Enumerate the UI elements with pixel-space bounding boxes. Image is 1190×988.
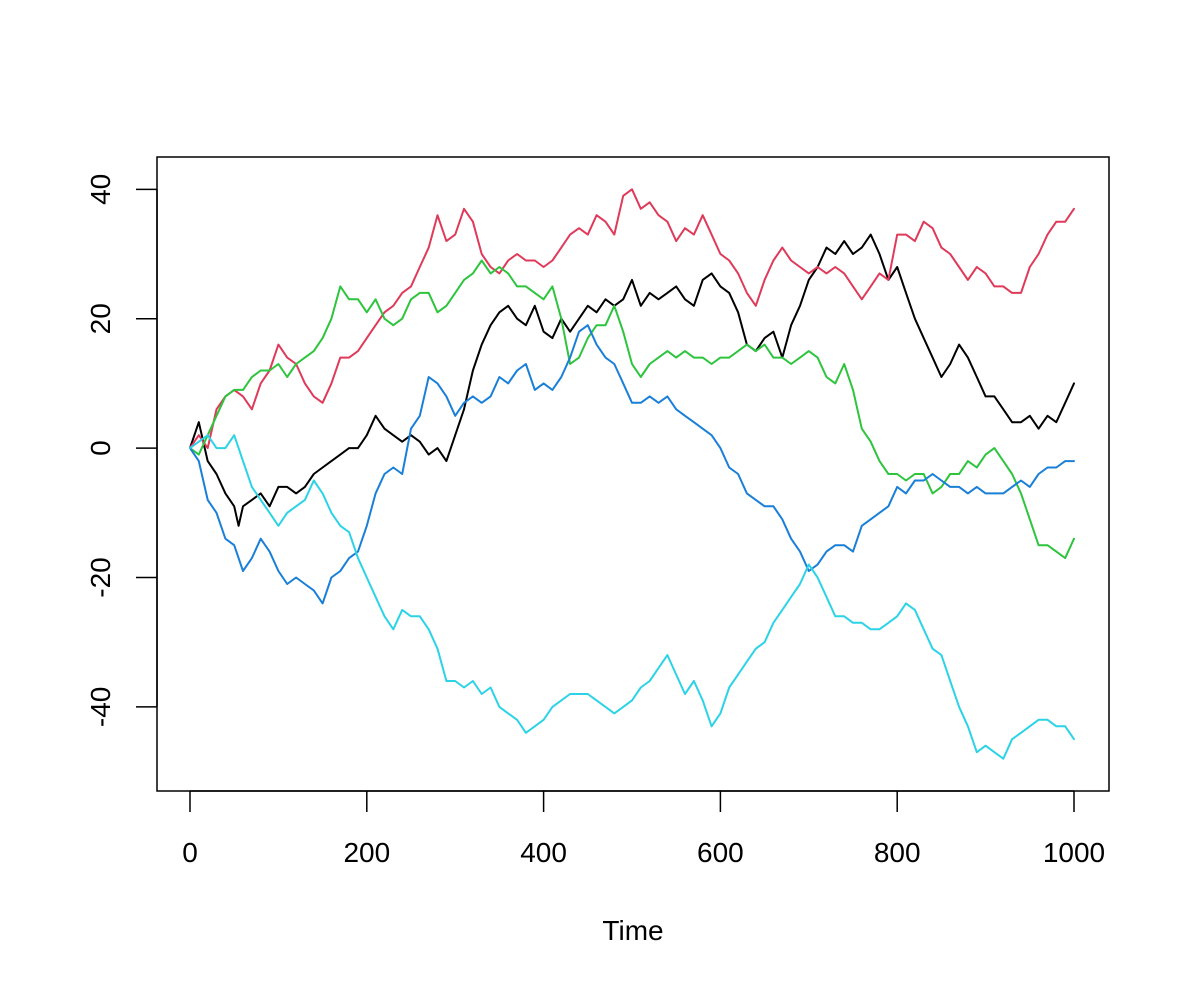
series-line-4 <box>189 324 1075 605</box>
x-axis: 0 200 400 600 800 1000 <box>182 790 1105 868</box>
x-tick-label: 1000 <box>1043 837 1105 868</box>
series-line-5 <box>189 434 1075 760</box>
series-layer <box>189 188 1075 760</box>
x-tick-label: 800 <box>874 837 921 868</box>
x-tick-label: 200 <box>343 837 390 868</box>
y-tick-label: 0 <box>85 440 116 456</box>
series-line-2 <box>189 188 1075 450</box>
plot-box <box>156 156 1110 792</box>
x-tick-label: 0 <box>182 837 198 868</box>
y-tick-label: -20 <box>85 557 116 597</box>
y-tick-label: -40 <box>85 687 116 727</box>
y-axis: -40 -20 0 20 40 <box>85 174 158 727</box>
y-tick-label: 20 <box>85 303 116 334</box>
x-axis-title: Time <box>602 915 663 946</box>
series-line-3 <box>189 259 1075 560</box>
x-tick-label: 600 <box>697 837 744 868</box>
x-tick-label: 400 <box>520 837 567 868</box>
series-line-1 <box>189 233 1075 527</box>
y-tick-label: 40 <box>85 174 116 205</box>
